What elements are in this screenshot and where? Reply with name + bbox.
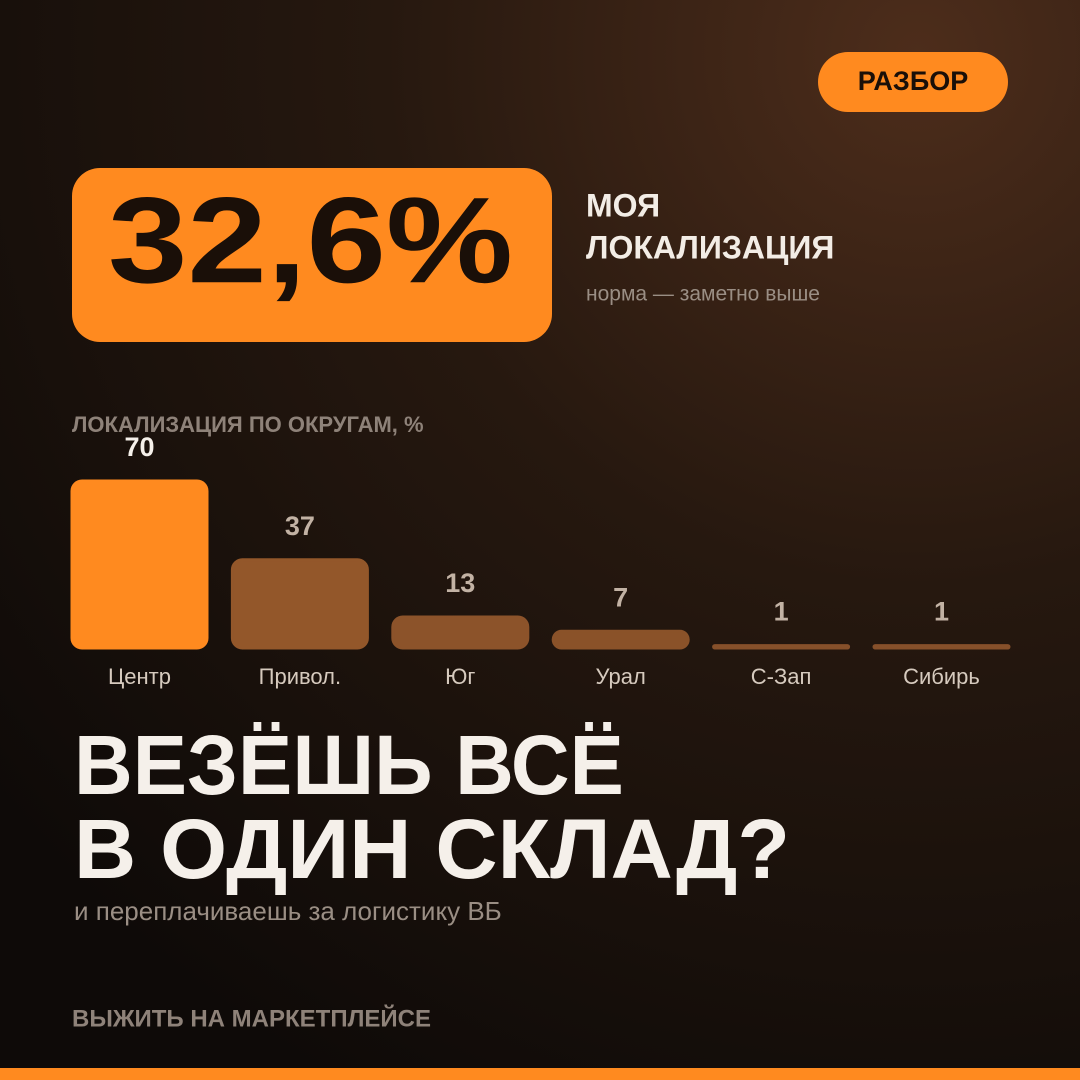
- x-tick-label: Сибирь: [903, 664, 980, 689]
- badge-pill: [818, 52, 1008, 112]
- highlight-value: 32,6%: [108, 172, 513, 308]
- bar: [712, 644, 851, 650]
- value-label: 37: [285, 511, 315, 541]
- value-label: 13: [445, 568, 475, 598]
- x-tick-label: Юг: [445, 664, 475, 689]
- highlight-label: МОЯ: [586, 187, 660, 223]
- value-label: 1: [774, 597, 789, 627]
- x-tick-label: Центр: [108, 664, 171, 689]
- headline: ВЕЗЁШЬ ВСЁ: [74, 718, 624, 812]
- badge: РАЗБОР: [858, 66, 968, 96]
- highlight-label: ЛОКАЛИЗАЦИЯ: [586, 229, 834, 265]
- x-tick-label: С-Зап: [751, 664, 812, 689]
- bar: [230, 558, 369, 650]
- chart-title: ЛОКАЛИЗАЦИЯ ПО ОКРУГАМ, %: [72, 412, 424, 437]
- bar: [391, 615, 530, 650]
- x-tick-label: Привол.: [259, 664, 341, 689]
- value-label: 1: [934, 597, 949, 627]
- value-label: 7: [613, 582, 628, 612]
- highlight-note: норма — заметно выше: [586, 283, 820, 306]
- x-tick-label: Урал: [596, 664, 646, 689]
- subtitle: и переплачиваешь за логистику ВБ: [74, 896, 502, 926]
- bar: [551, 629, 690, 650]
- bar: [872, 644, 1011, 650]
- value-label: 70: [124, 432, 154, 462]
- highlight-box: [72, 168, 552, 342]
- bottom-stripe: [0, 1068, 1080, 1080]
- headline: В ОДИН СКЛАД?: [74, 802, 790, 896]
- footer: ВЫЖИТЬ НА МАРКЕТПЛЕЙСЕ: [72, 1004, 431, 1032]
- bar: [70, 479, 209, 650]
